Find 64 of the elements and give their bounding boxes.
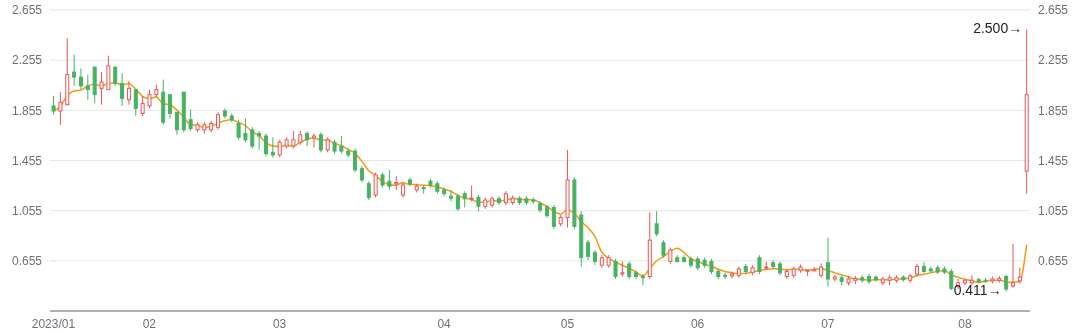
candlestick bbox=[174, 111, 179, 136]
candlestick bbox=[1004, 274, 1009, 292]
candlestick bbox=[503, 190, 508, 206]
candlestick bbox=[99, 71, 104, 106]
candlestick bbox=[394, 175, 399, 191]
candlestick bbox=[72, 54, 77, 87]
candlestick bbox=[1011, 243, 1015, 289]
annotation: 0.411→ bbox=[953, 282, 1002, 299]
x-tick-label: 08 bbox=[958, 316, 972, 331]
x-tick-label: 03 bbox=[272, 316, 287, 331]
candlestick bbox=[538, 200, 543, 214]
candlestick bbox=[969, 274, 974, 286]
candlestick bbox=[305, 130, 310, 147]
candlestick bbox=[58, 91, 63, 126]
candlestick bbox=[168, 94, 173, 119]
y-tick-label: 2.255 bbox=[11, 53, 43, 68]
candlestick bbox=[873, 274, 878, 283]
candlestick bbox=[544, 204, 549, 219]
y-tick-label: 1.455 bbox=[11, 153, 43, 168]
candlestick bbox=[407, 176, 412, 187]
y2-tick-label: 2.655 bbox=[1038, 3, 1069, 18]
y-tick-label: 0.655 bbox=[11, 254, 43, 269]
candlestick bbox=[120, 72, 125, 107]
candlestick bbox=[106, 55, 111, 91]
y-tick-label: 2.655 bbox=[11, 3, 43, 18]
x-tick-label: 04 bbox=[437, 316, 452, 331]
candlestick bbox=[640, 273, 645, 286]
candlestick bbox=[65, 37, 70, 106]
y-tick-label: 1.055 bbox=[11, 203, 43, 218]
x-tick-label: 05 bbox=[560, 316, 575, 331]
y2-tick-label: 1.455 bbox=[1038, 153, 1069, 168]
candlestick bbox=[126, 80, 131, 106]
candlestick bbox=[634, 269, 639, 280]
x-tick-label: 02 bbox=[142, 316, 157, 331]
candlestick bbox=[963, 279, 968, 286]
y2-tick-label: 1.855 bbox=[1038, 103, 1069, 118]
candlestick bbox=[449, 189, 454, 202]
y2-tick-label: 2.255 bbox=[1038, 53, 1069, 68]
candlestick bbox=[85, 74, 90, 101]
candlestick bbox=[915, 263, 920, 278]
candlestick bbox=[777, 260, 782, 276]
candlestick bbox=[736, 265, 741, 279]
candlestick bbox=[771, 259, 776, 270]
candlestick bbox=[1024, 28, 1029, 195]
candlestick bbox=[78, 67, 83, 91]
candlestick bbox=[825, 237, 830, 288]
candlestick bbox=[586, 239, 591, 261]
x-tick-label: 06 bbox=[690, 316, 705, 331]
candlestick bbox=[455, 193, 460, 212]
x-tick-label: 2023/01 bbox=[31, 316, 76, 331]
x-tick-label: 07 bbox=[821, 316, 835, 331]
annotation: 2.500→ bbox=[973, 20, 1023, 37]
candlestick bbox=[682, 254, 687, 262]
y2-tick-label: 0.655 bbox=[1038, 254, 1069, 269]
candlestick bbox=[216, 111, 221, 131]
candlestick bbox=[819, 262, 824, 279]
y-tick-label: 1.855 bbox=[11, 103, 43, 118]
candlestick bbox=[921, 261, 926, 272]
candlestick bbox=[592, 249, 597, 266]
candlestick bbox=[565, 149, 570, 229]
candlestick bbox=[867, 273, 872, 285]
y2-tick-label: 1.055 bbox=[1038, 203, 1069, 218]
candlestick bbox=[497, 195, 502, 206]
candlestick bbox=[688, 255, 693, 269]
